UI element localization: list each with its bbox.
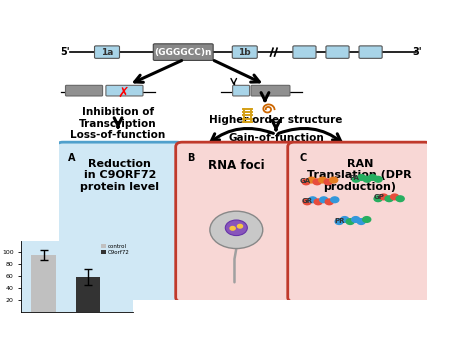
Circle shape (314, 199, 322, 205)
Circle shape (357, 219, 365, 224)
Text: GA: GA (300, 178, 311, 184)
Text: C: C (300, 153, 307, 163)
Text: RAN
Translation (DPR
production): RAN Translation (DPR production) (308, 158, 412, 192)
Circle shape (237, 224, 243, 228)
Circle shape (374, 196, 382, 202)
Text: 1a: 1a (101, 48, 113, 57)
FancyBboxPatch shape (293, 46, 316, 58)
FancyBboxPatch shape (232, 46, 257, 58)
Circle shape (363, 176, 371, 182)
Circle shape (385, 196, 393, 202)
Circle shape (319, 177, 327, 183)
Text: Inhibition of
Transcription: Inhibition of Transcription (79, 108, 157, 129)
Circle shape (331, 197, 339, 203)
Circle shape (346, 219, 354, 224)
Circle shape (302, 179, 310, 185)
Text: A: A (68, 153, 76, 163)
Circle shape (352, 217, 360, 222)
Circle shape (303, 199, 311, 205)
Circle shape (319, 197, 328, 203)
FancyBboxPatch shape (326, 46, 349, 58)
Text: GR: GR (301, 198, 313, 204)
Text: 3': 3' (412, 47, 422, 57)
Circle shape (230, 226, 235, 230)
Circle shape (341, 217, 349, 222)
Text: B: B (187, 153, 194, 163)
Circle shape (363, 217, 371, 222)
FancyBboxPatch shape (106, 85, 143, 96)
FancyBboxPatch shape (56, 142, 183, 302)
Text: Reduction
in C9ORF72
protein level: Reduction in C9ORF72 protein level (81, 158, 159, 192)
Circle shape (324, 179, 332, 185)
FancyBboxPatch shape (153, 44, 213, 60)
FancyBboxPatch shape (176, 142, 297, 302)
Bar (31, 255, 56, 312)
Circle shape (374, 176, 382, 182)
FancyBboxPatch shape (94, 46, 119, 58)
Text: 1b: 1b (238, 48, 251, 57)
Circle shape (380, 194, 388, 200)
Circle shape (335, 219, 343, 224)
Text: ✗: ✗ (118, 86, 129, 100)
Text: Loss-of-function: Loss-of-function (71, 130, 165, 140)
Text: Higher order structure: Higher order structure (210, 115, 343, 125)
Circle shape (308, 177, 316, 183)
FancyBboxPatch shape (65, 85, 102, 96)
FancyBboxPatch shape (288, 142, 431, 302)
Text: 5': 5' (60, 47, 70, 57)
Legend: control, C9orf72: control, C9orf72 (101, 244, 130, 255)
Circle shape (391, 194, 399, 200)
Circle shape (329, 177, 337, 183)
Circle shape (396, 196, 404, 202)
FancyBboxPatch shape (359, 46, 382, 58)
Circle shape (357, 175, 365, 180)
Text: Gain-of-function: Gain-of-function (228, 133, 324, 143)
Circle shape (225, 220, 247, 236)
Circle shape (369, 175, 377, 180)
Text: GP: GP (374, 194, 384, 201)
FancyBboxPatch shape (233, 85, 249, 96)
FancyBboxPatch shape (251, 85, 290, 96)
Text: PR: PR (334, 218, 345, 224)
Circle shape (352, 176, 360, 182)
Circle shape (313, 179, 321, 185)
Circle shape (325, 199, 333, 205)
Text: PA: PA (349, 175, 359, 181)
Circle shape (210, 211, 263, 249)
Circle shape (309, 197, 317, 203)
Text: (GGGGCC)n: (GGGGCC)n (155, 48, 212, 57)
Text: RNA foci: RNA foci (208, 158, 264, 172)
Bar (76, 277, 100, 312)
